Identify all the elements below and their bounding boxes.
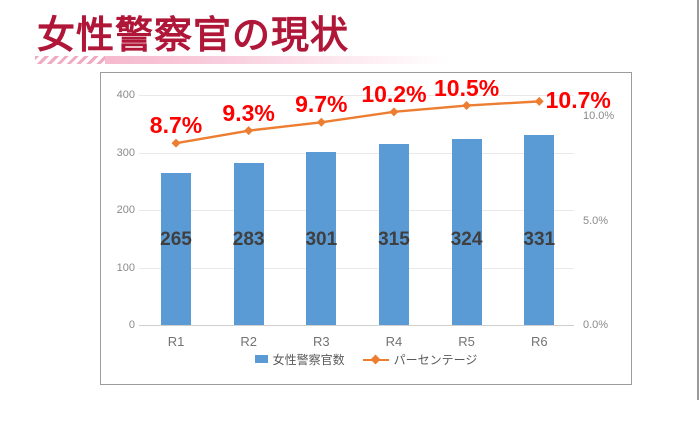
legend-item-bar-series: 女性警察官数 xyxy=(254,351,345,368)
accent-gradient xyxy=(105,56,449,64)
left-axis-tick-label: 0 xyxy=(128,319,135,331)
gridline xyxy=(139,95,574,97)
category-label: R5 xyxy=(458,334,475,349)
left-axis-tick-label: 200 xyxy=(116,204,135,217)
category-label: R4 xyxy=(385,334,403,349)
right-axis-tick-label: 10.0% xyxy=(583,110,615,122)
gridline xyxy=(139,152,574,154)
percent-data-label: 10.2% xyxy=(361,80,427,107)
chart-legend: 女性警察官数 パーセンテージ xyxy=(101,349,631,369)
line-point-marker xyxy=(316,117,326,127)
bar xyxy=(378,144,409,325)
bar xyxy=(161,172,191,325)
legend-label: パーセンテージ xyxy=(393,352,478,367)
percent-data-label: 8.7% xyxy=(149,112,203,139)
bar-value-label: 283 xyxy=(232,229,265,250)
right-axis-tick-label: 0.0% xyxy=(583,319,609,331)
bar-value-label: 265 xyxy=(160,229,192,250)
line-point-marker xyxy=(244,126,254,136)
line-point-marker xyxy=(389,107,399,117)
legend-label: 女性警察官数 xyxy=(272,352,345,367)
title-accent-bar xyxy=(35,56,449,64)
category-label: R3 xyxy=(312,334,330,349)
slide-right-edge-line xyxy=(697,0,699,400)
gridline xyxy=(139,210,574,212)
bar-value-label: 315 xyxy=(378,229,410,250)
percent-data-label: 10.5% xyxy=(433,74,500,101)
line-point-marker xyxy=(462,101,472,111)
bar xyxy=(306,152,337,325)
legend-item-line-series: パーセンテージ xyxy=(362,351,478,368)
line-point-marker xyxy=(171,138,181,148)
left-axis-tick-label: 300 xyxy=(116,146,135,159)
category-label: R2 xyxy=(240,334,257,349)
bar-value-label: 301 xyxy=(305,229,338,250)
bar-value-label: 331 xyxy=(523,229,556,250)
chart-area: 0 100 200 300 400 0.0% 5.0% 10.0% 265 R1 283 R2 301 R… xyxy=(100,72,632,385)
gridline xyxy=(139,267,574,269)
bar xyxy=(451,139,482,325)
left-axis-tick-label: 400 xyxy=(116,89,135,102)
percent-data-label: 9.7% xyxy=(295,91,348,118)
gridline xyxy=(139,325,574,326)
bar-value-label: 324 xyxy=(450,229,483,250)
percent-data-label: 9.3% xyxy=(222,99,275,126)
bar xyxy=(524,135,555,325)
right-axis-tick-label: 5.0% xyxy=(583,214,609,227)
left-axis-tick-label: 100 xyxy=(116,261,135,274)
legend-line-swatch xyxy=(362,354,389,364)
category-label: R1 xyxy=(167,334,185,349)
percent-data-label: 10.7% xyxy=(545,87,611,114)
bar xyxy=(233,162,264,325)
legend-bar-swatch xyxy=(254,355,268,363)
category-label: R6 xyxy=(530,334,548,349)
accent-stripes xyxy=(35,56,105,64)
page-title: 女性警察官の現状 xyxy=(37,12,350,57)
